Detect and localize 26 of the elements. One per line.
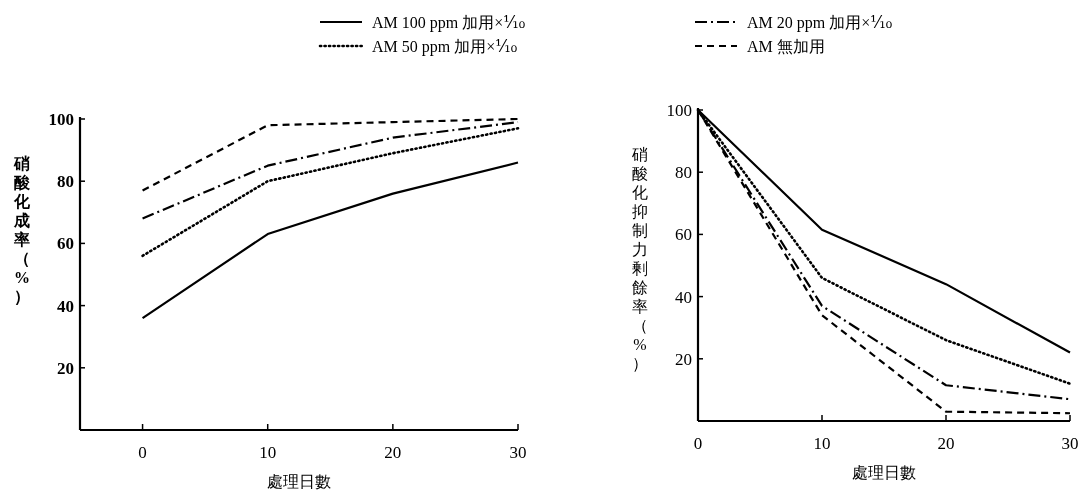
x-tick-label: 20 bbox=[937, 434, 955, 453]
y-tick-label: 80 bbox=[57, 172, 74, 192]
x-tick-label: 10 bbox=[813, 434, 831, 453]
y-tick-label: 60 bbox=[57, 234, 74, 254]
y-tick-label: 40 bbox=[675, 287, 692, 307]
y-axis-title: 硝酸化成率（%） bbox=[13, 155, 31, 306]
legend-label: AM 100 ppm 加用×⅒ bbox=[372, 14, 526, 32]
x-axis-title: 處理日數 bbox=[852, 464, 916, 481]
x-axis-title: 處理日數 bbox=[267, 473, 331, 490]
x-tick-label: 30 bbox=[509, 443, 527, 462]
legend-label: AM 無加用 bbox=[747, 38, 825, 55]
y-tick-label: 20 bbox=[57, 358, 74, 378]
y-tick-label: 20 bbox=[675, 349, 692, 369]
y-tick-label: 100 bbox=[666, 101, 692, 120]
x-tick-label: 10 bbox=[259, 443, 277, 462]
y-tick-label: 100 bbox=[48, 110, 74, 129]
y-tick-label: 40 bbox=[57, 296, 74, 316]
text: 硝酸化抑制力剰餘率（%） bbox=[632, 146, 648, 372]
legend-label: AM 50 ppm 加用×⅒ bbox=[372, 38, 518, 56]
y-tick-label: 60 bbox=[675, 225, 692, 245]
x-tick-label: 0 bbox=[138, 443, 147, 462]
x-tick-label: 20 bbox=[384, 443, 402, 462]
legend-label: AM 20 ppm 加用×⅒ bbox=[747, 14, 893, 32]
x-tick-label: 0 bbox=[693, 434, 703, 453]
x-tick-label: 30 bbox=[1061, 434, 1079, 453]
y-tick-label: 80 bbox=[675, 163, 692, 183]
